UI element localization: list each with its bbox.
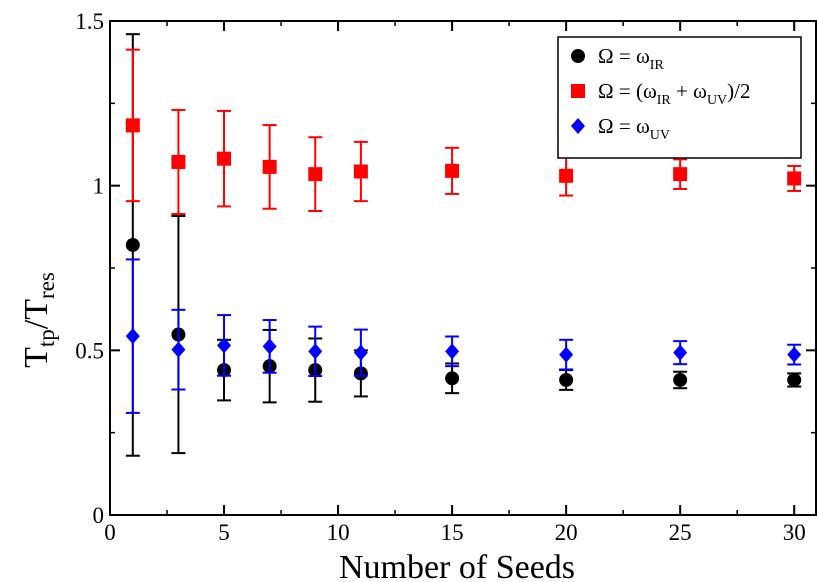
data-point	[559, 168, 574, 183]
data-point	[353, 344, 368, 361]
data-point	[308, 343, 323, 360]
x-tick-label: 0	[104, 520, 116, 545]
x-tick-label: 30	[783, 520, 806, 545]
y-tick-label: 0.5	[75, 338, 104, 363]
y-axis-label-sub2: res	[34, 272, 59, 299]
y-tick-label: 0	[93, 503, 105, 528]
y-axis-label: Ttp/Tres	[18, 272, 59, 368]
data-point	[673, 167, 688, 182]
axis-ticks: 0 5 10 15 20 25 30 0 0.5 1 1.5	[75, 9, 816, 545]
y-tick-label: 1.5	[75, 9, 104, 34]
data-point	[217, 151, 232, 166]
data-point	[262, 159, 277, 174]
data-point	[787, 372, 802, 387]
x-tick-label: 25	[669, 520, 692, 545]
plot-area	[125, 33, 802, 457]
y-tick-label: 1	[93, 174, 105, 199]
x-tick-label: 5	[218, 520, 230, 545]
data-point	[673, 344, 688, 361]
x-tick-label: 15	[441, 520, 464, 545]
data-point	[673, 372, 688, 387]
data-point	[125, 328, 140, 345]
legend-text-part: Ω = ω	[598, 114, 650, 138]
legend-text-part: )/2	[727, 79, 750, 103]
legend-entry: Ω = ωIR	[598, 44, 664, 73]
x-axis-label: Number of Seeds	[339, 549, 575, 582]
legend-text-part: IR	[657, 93, 672, 108]
series-square	[125, 48, 802, 215]
legend-text-part: Ω = ω	[598, 44, 650, 68]
legend-text-part: Ω = (ω	[598, 79, 657, 103]
legend-text-part: UV	[650, 128, 670, 143]
data-point	[308, 167, 323, 182]
data-point	[171, 341, 186, 358]
x-tick-label: 10	[327, 520, 350, 545]
data-point	[445, 163, 460, 178]
y-axis-label-sep: /T	[18, 299, 55, 329]
legend-text-part: IR	[650, 58, 665, 73]
data-point	[262, 338, 277, 355]
data-point	[787, 171, 802, 186]
data-point	[445, 371, 460, 386]
legend-marker	[571, 84, 585, 98]
legend-text-part: UV	[707, 93, 727, 108]
data-point	[125, 118, 140, 133]
data-point	[171, 154, 186, 169]
data-point	[125, 237, 140, 252]
legend-entry: Ω = (ωIR + ωUV)/2	[598, 79, 751, 108]
y-axis-label-sub1: tp	[34, 329, 59, 347]
data-point	[559, 346, 574, 363]
data-point	[217, 337, 232, 354]
data-point	[445, 343, 460, 360]
legend-entry: Ω = ωUV	[598, 114, 670, 143]
legend-marker	[571, 118, 585, 134]
data-point	[787, 346, 802, 363]
x-tick-label: 20	[555, 520, 578, 545]
data-point	[559, 372, 574, 387]
y-axis-label-main: T	[18, 347, 55, 368]
legend-text-part: + ω	[671, 79, 707, 103]
series-diamond	[125, 258, 802, 414]
legend-box	[557, 36, 802, 159]
legend-marker	[571, 49, 585, 63]
data-point	[353, 164, 368, 179]
